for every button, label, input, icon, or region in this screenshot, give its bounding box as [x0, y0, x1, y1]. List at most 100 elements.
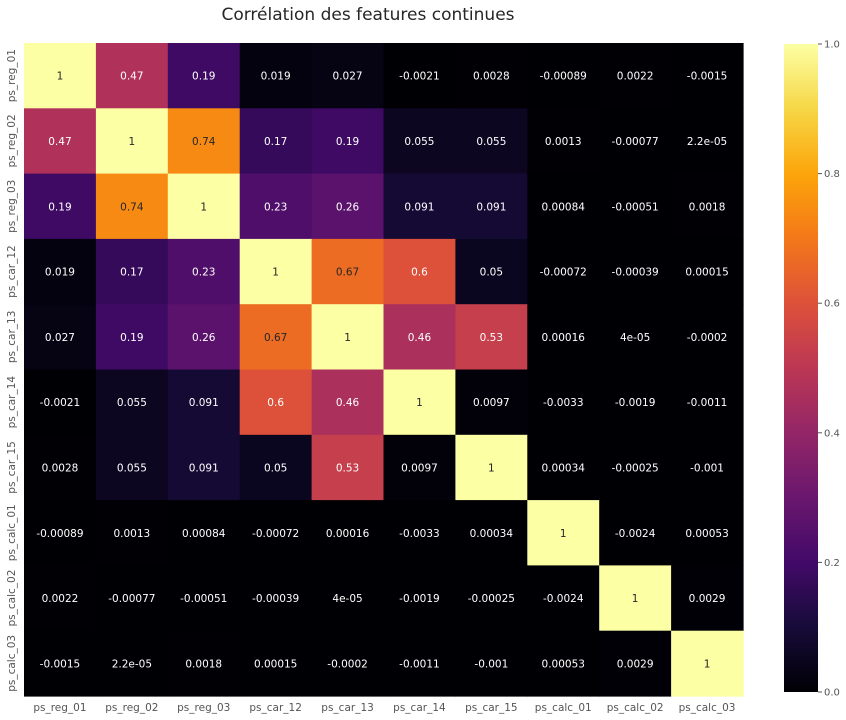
colorbar-tick-label: 0.4 [824, 428, 840, 439]
cell-value-label: 0.055 [117, 462, 147, 474]
cell-value-label: 0.00053 [542, 658, 585, 670]
heatmap-cell [311, 434, 385, 501]
heatmap-cell [167, 434, 241, 501]
heatmap-cell [599, 173, 672, 240]
cell-value-label: 0.055 [117, 397, 147, 409]
cell-value-label: 0.091 [189, 397, 219, 409]
heatmap-cell [311, 500, 385, 566]
heatmap-cell [599, 43, 672, 109]
colorbar-tick-label: 0.2 [824, 558, 840, 569]
colorbar-tick-label: 0.8 [824, 169, 840, 180]
heatmap-cell [311, 238, 385, 305]
heatmap-cell [95, 500, 169, 566]
y-tick-label: ps_reg_03 [6, 180, 18, 233]
heatmap-cell [671, 43, 744, 109]
cell-value-label: 0.00084 [182, 528, 226, 540]
heatmap-cell [527, 369, 600, 436]
heatmap-cell [239, 238, 313, 305]
cell-value-label: -0.001 [474, 658, 508, 670]
heatmap-cell [527, 500, 600, 566]
cell-value-label: 0.055 [476, 136, 506, 148]
cell-value-label: 0.0029 [689, 593, 726, 605]
heatmap-cell [239, 565, 313, 632]
cell-value-label: 0.027 [45, 332, 75, 344]
heatmap-cell [167, 565, 241, 632]
heatmap-cell [24, 43, 97, 109]
cell-value-label: 0.00034 [470, 528, 514, 540]
cell-value-label: 0.00015 [685, 267, 728, 279]
cell-value-label: 0.0022 [42, 593, 79, 605]
cell-value-label: 0.47 [48, 136, 71, 148]
heatmap-cell [599, 434, 672, 501]
cell-value-label: 4e-05 [620, 332, 650, 344]
cell-value-label: -0.0033 [543, 397, 584, 409]
cell-value-label: 1 [704, 658, 711, 670]
cell-value-label: -0.0021 [40, 397, 81, 409]
heatmap-cell [455, 369, 528, 436]
cell-value-label: 1 [416, 397, 423, 409]
heatmap-cell [527, 238, 600, 305]
heatmap-cell [527, 630, 600, 697]
cell-value-label: 0.19 [192, 71, 215, 83]
cell-value-label: 0.53 [480, 332, 503, 344]
cell-value-label: -0.0015 [687, 71, 728, 83]
cell-value-label: 0.19 [120, 332, 143, 344]
cell-value-label: -0.0019 [615, 397, 656, 409]
cell-value-label: -0.00025 [468, 593, 515, 605]
cell-value-label: -0.0033 [399, 528, 440, 540]
heatmap-cell-labels: 1 0.47 0.19 0.019 0.027 -0.0021 0.0028 -0.00089… [36, 71, 728, 671]
cell-value-label: 0.19 [336, 136, 359, 148]
heatmap-cell [239, 369, 313, 436]
cell-value-label: 1 [57, 71, 64, 83]
cell-value-label: 1 [488, 462, 495, 474]
heatmap-cell [167, 238, 241, 305]
cell-value-label: -0.0024 [615, 528, 656, 540]
y-tick-label: ps_reg_01 [6, 49, 18, 102]
heatmap-cell [599, 630, 672, 697]
cell-value-label: 0.0013 [545, 136, 582, 148]
chart-title: Corrélation des features continues [221, 5, 514, 25]
cell-value-label: 2.2e-05 [687, 136, 727, 148]
cell-value-label: 0.05 [264, 462, 287, 474]
y-tick-label: ps_car_14 [6, 376, 18, 429]
heatmap-cell [455, 173, 528, 240]
heatmap-cell [527, 565, 600, 632]
cell-value-label: -0.00039 [612, 267, 659, 279]
cell-value-label: -0.00077 [108, 593, 155, 605]
cell-value-label: 0.0013 [113, 528, 150, 540]
colorbar-tick-label: 0.6 [824, 299, 840, 310]
heatmap-cell [599, 369, 672, 436]
cell-value-label: 0.091 [189, 462, 219, 474]
cell-value-label: 2.2e-05 [112, 658, 152, 670]
cell-value-label: -0.00051 [180, 593, 227, 605]
heatmap-cell [95, 630, 169, 697]
cell-value-label: -0.0015 [40, 658, 81, 670]
heatmap-cell [455, 630, 528, 697]
heatmap-cell [455, 43, 528, 109]
heatmap-cell [671, 238, 744, 305]
heatmap-cell [24, 434, 97, 501]
x-tick-label: ps_reg_01 [33, 702, 86, 714]
x-tick-label: ps_car_13 [321, 702, 374, 714]
heatmap-cell [599, 238, 672, 305]
cell-value-label: 0.0097 [401, 462, 438, 474]
cell-value-label: -0.0002 [327, 658, 368, 670]
cell-value-label: -0.0002 [687, 332, 728, 344]
cell-value-label: 0.6 [267, 397, 284, 409]
heatmap-cell [383, 173, 456, 240]
heatmap-cell [95, 238, 169, 305]
cell-value-label: 1 [560, 528, 567, 540]
heatmap-cell [455, 434, 528, 501]
cell-value-label: 0.67 [264, 332, 287, 344]
heatmap-cell [599, 565, 672, 632]
cell-value-label: -0.001 [690, 462, 724, 474]
heatmap-cell [527, 108, 600, 175]
x-axis-tick-labels: ps_reg_01 ps_reg_02 ps_reg_03 ps_car_12 ps_c… [33, 702, 735, 714]
cell-value-label: 0.0022 [617, 71, 654, 83]
heatmap-cell [311, 108, 385, 175]
heatmap-cell [455, 108, 528, 175]
cell-value-label: 0.19 [48, 201, 71, 213]
cell-value-label: 0.00016 [326, 528, 370, 540]
cell-value-label: 1 [129, 136, 136, 148]
x-tick-label: ps_calc_03 [679, 702, 736, 714]
